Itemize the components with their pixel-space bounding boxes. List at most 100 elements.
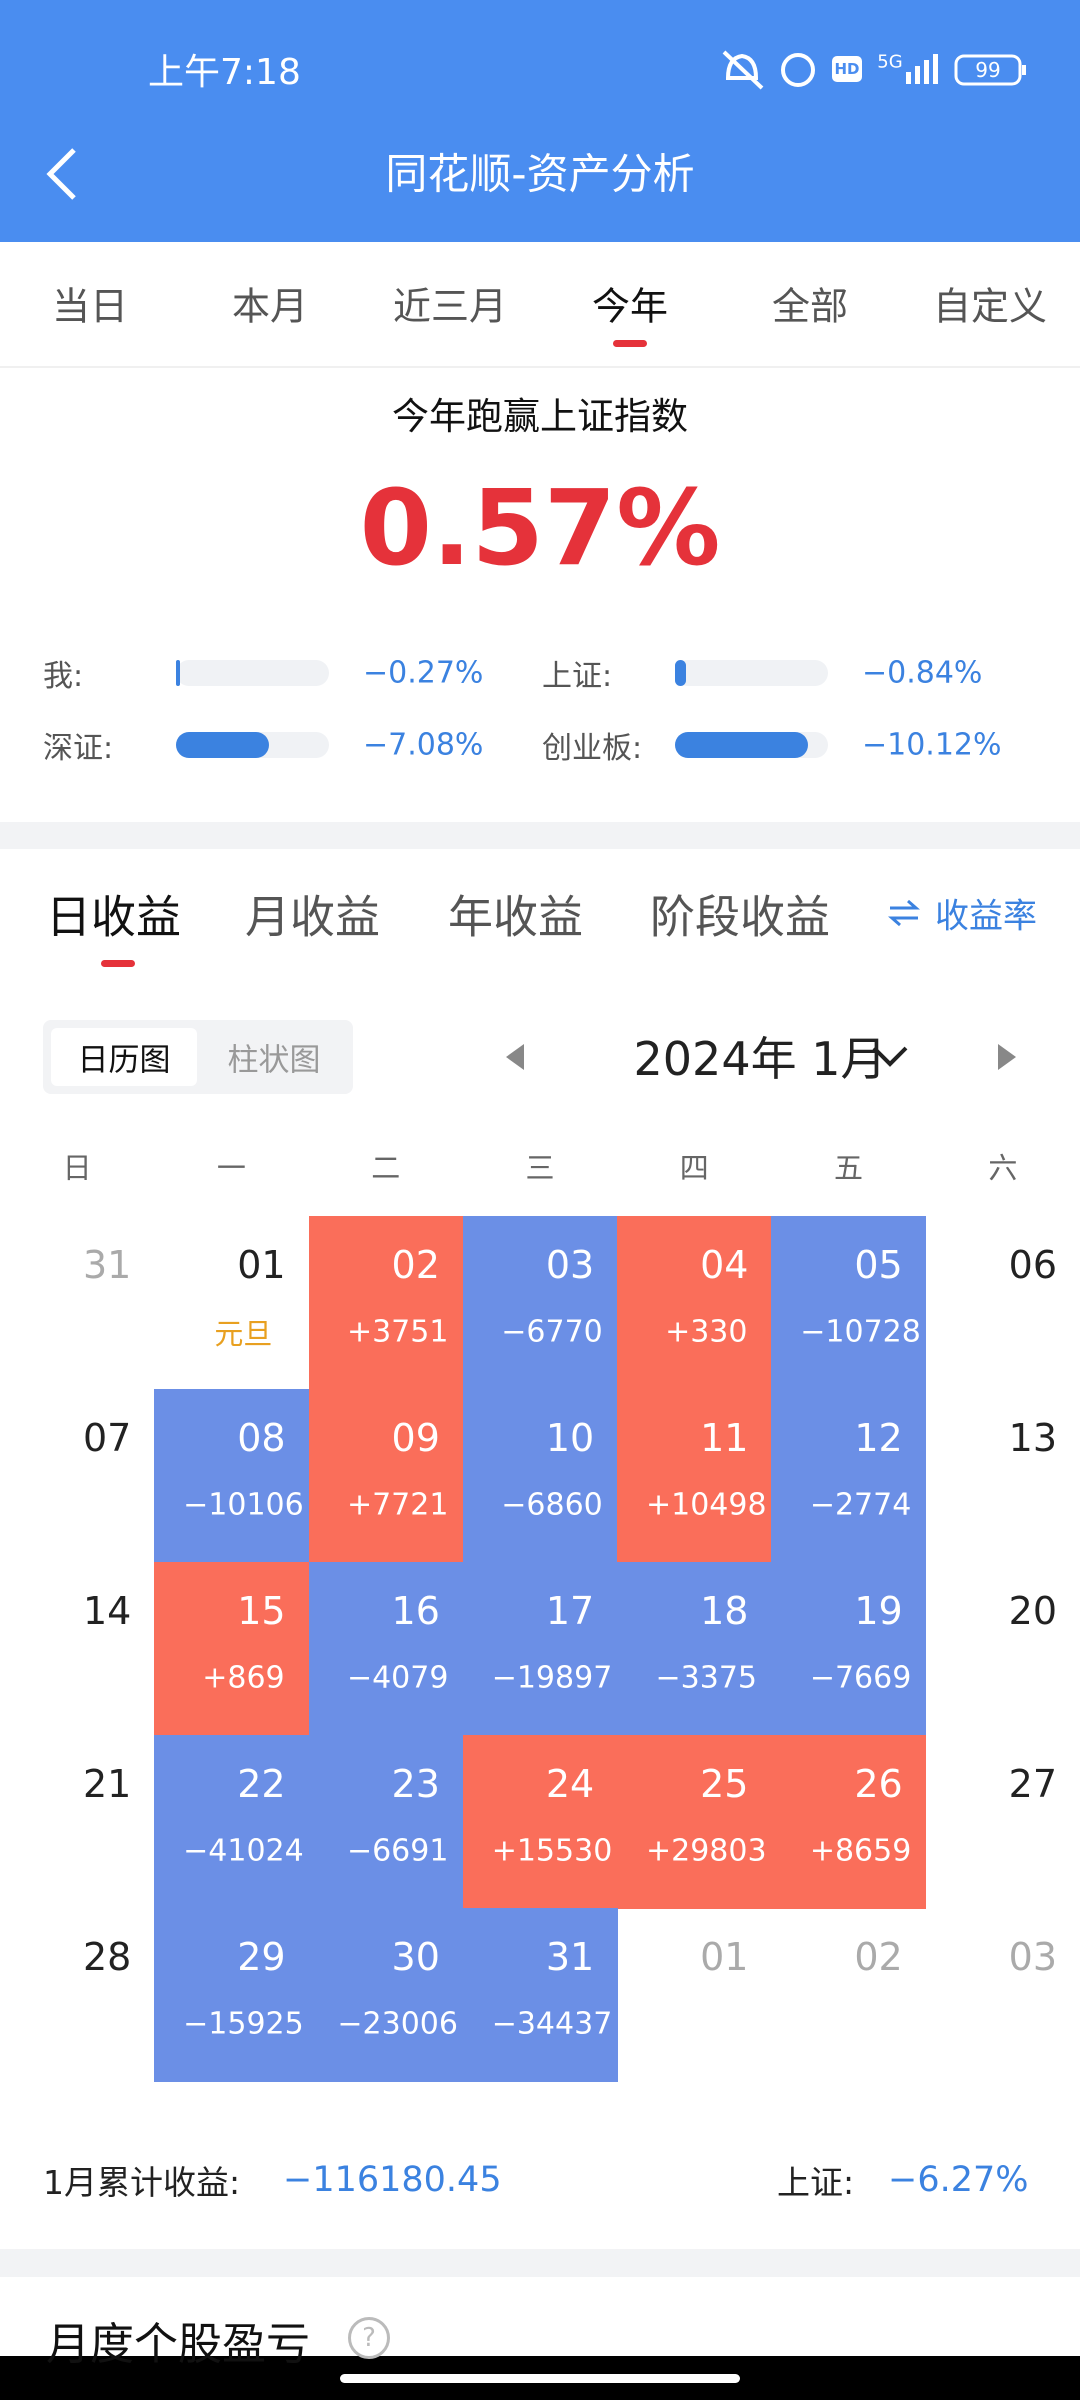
calendar-cell[interactable] xyxy=(617,1735,772,1909)
day-pnl: +330 xyxy=(665,1314,748,1350)
weekday: 一 xyxy=(216,1151,246,1185)
comparison-track xyxy=(176,660,329,686)
day-pnl: −7669 xyxy=(809,1660,912,1696)
period-tab[interactable]: 本月 xyxy=(231,284,309,329)
calendar-cell[interactable] xyxy=(617,1389,772,1563)
calendar-cell[interactable] xyxy=(771,1389,927,1563)
separator xyxy=(0,2249,1080,2277)
calendar-cell[interactable] xyxy=(462,1216,618,1390)
comparison-value: −0.27% xyxy=(363,655,484,691)
day-pnl: −10106 xyxy=(183,1487,304,1523)
day-number: 03 xyxy=(545,1243,595,1287)
day-number: 15 xyxy=(237,1589,286,1633)
rate-toggle[interactable]: 收益率 xyxy=(935,896,1037,937)
comparison-label: 深证: xyxy=(43,731,114,766)
weekday: 五 xyxy=(834,1151,864,1185)
calendar-cell[interactable] xyxy=(462,1735,618,1909)
calendar-cell[interactable] xyxy=(308,1562,464,1736)
home-indicator xyxy=(340,2374,740,2383)
day-pnl: −6860 xyxy=(501,1487,603,1523)
comparison-value: −10.12% xyxy=(862,727,1002,763)
calendar-cell[interactable] xyxy=(771,1735,927,1909)
comparison-bar xyxy=(675,732,809,758)
weekday: 二 xyxy=(371,1151,401,1185)
day-number: 26 xyxy=(854,1762,903,1806)
day-number: 11 xyxy=(700,1416,749,1460)
day-number: 21 xyxy=(82,1762,132,1806)
calendar-cell[interactable] xyxy=(617,1562,772,1736)
calendar-cell[interactable] xyxy=(154,1562,310,1736)
day-number: 25 xyxy=(700,1762,749,1806)
month-nav[interactable] xyxy=(500,1040,1040,1074)
comparison-label: 上证: xyxy=(542,659,613,694)
footer-label: 1月累计收益: xyxy=(43,2163,241,2202)
day-number: 13 xyxy=(1008,1416,1058,1460)
calendar-cell[interactable] xyxy=(308,1908,464,2082)
day-number: 14 xyxy=(82,1589,132,1633)
day-number: 18 xyxy=(700,1589,749,1633)
calendar-cell[interactable] xyxy=(462,1389,618,1563)
calendar-cell[interactable] xyxy=(462,1908,618,2082)
battery: 99 xyxy=(975,58,1001,82)
day-number: 01 xyxy=(700,1935,749,1979)
day-number: 29 xyxy=(237,1935,286,1979)
view-toggle-item[interactable]: 柱状图 xyxy=(227,1042,321,1079)
day-number: 24 xyxy=(545,1762,595,1806)
help-icon[interactable]: ? xyxy=(348,2317,390,2359)
calendar-cell[interactable] xyxy=(154,1735,310,1909)
day-pnl: +7721 xyxy=(346,1487,449,1523)
day-pnl: −3375 xyxy=(655,1660,758,1696)
footer-value: −116180.45 xyxy=(283,2160,502,2200)
profit-tab[interactable]: 月收益 xyxy=(245,890,381,944)
header-title: 同花顺-资产分析 xyxy=(385,149,695,199)
period-tab[interactable]: 今年 xyxy=(591,284,669,329)
day-number: 02 xyxy=(854,1935,903,1979)
day-number: 12 xyxy=(854,1416,903,1460)
profit-tab[interactable]: 日收益 xyxy=(46,890,182,944)
calendar-cell[interactable] xyxy=(462,1562,618,1736)
period-divider xyxy=(0,366,1080,368)
calendar-cell[interactable] xyxy=(154,1908,310,2082)
period-tab[interactable]: 全部 xyxy=(771,284,849,329)
day-number: 22 xyxy=(237,1762,286,1806)
calendar-month[interactable]: 2024年 1月 xyxy=(633,1032,887,1086)
day-pnl: −34437 xyxy=(491,2006,613,2042)
period-tab[interactable]: 当日 xyxy=(51,284,129,329)
comparison-track xyxy=(675,660,828,686)
day-number: 19 xyxy=(854,1589,903,1633)
calendar-cell[interactable] xyxy=(771,1216,927,1390)
day-pnl: −4079 xyxy=(346,1660,449,1696)
period-tab[interactable]: 近三月 xyxy=(392,284,508,329)
profit-tab[interactable]: 阶段收益 xyxy=(650,890,831,944)
comparison-value: −0.84% xyxy=(862,655,983,691)
day-pnl: +869 xyxy=(202,1660,285,1696)
day-number: 09 xyxy=(391,1416,440,1460)
day-number: 28 xyxy=(82,1935,132,1979)
day-pnl: −6770 xyxy=(501,1314,603,1350)
weekday: 三 xyxy=(525,1151,555,1185)
calendar-cell[interactable] xyxy=(308,1735,464,1909)
toggle-icon[interactable] xyxy=(888,898,920,928)
comparison-bar xyxy=(176,660,180,686)
day-pnl: +29803 xyxy=(645,1833,767,1869)
calendar-cell[interactable] xyxy=(308,1389,464,1563)
calendar-cell[interactable] xyxy=(154,1389,310,1563)
back-button[interactable] xyxy=(44,146,80,202)
calendar-cell[interactable] xyxy=(308,1216,464,1390)
day-pnl: +15530 xyxy=(491,1833,613,1869)
view-toggle-active xyxy=(51,1028,197,1086)
day-pnl: −19897 xyxy=(491,1660,613,1696)
period-tab[interactable]: 自定义 xyxy=(932,284,1048,329)
calendar-cell[interactable] xyxy=(617,1216,772,1390)
separator xyxy=(0,822,1080,849)
calendar-cell[interactable] xyxy=(771,1562,927,1736)
day-number: 17 xyxy=(545,1589,595,1633)
profit-tab[interactable]: 年收益 xyxy=(448,890,584,944)
index-label: 上证: xyxy=(777,2163,855,2202)
view-toggle-item[interactable]: 日历图 xyxy=(77,1042,171,1079)
day-number: 05 xyxy=(854,1243,903,1287)
day-number: 08 xyxy=(237,1416,286,1460)
day-number: 23 xyxy=(391,1762,440,1806)
day-number: 31 xyxy=(545,1935,595,1979)
